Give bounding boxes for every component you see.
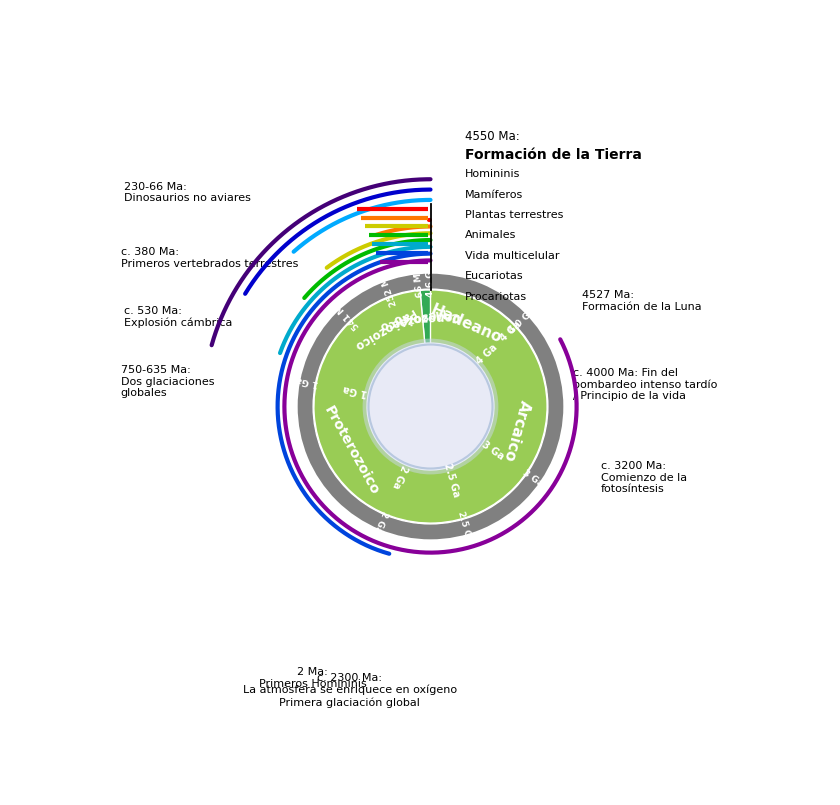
Wedge shape [314, 290, 516, 523]
Text: Eucariotas: Eucariotas [465, 271, 523, 282]
Text: 541 Ma: 541 Ma [330, 297, 362, 331]
Text: 4527 Ma:
Formación de la Luna: 4527 Ma: Formación de la Luna [582, 291, 702, 312]
Text: Hadeano: Hadeano [428, 302, 504, 346]
Text: Homininis: Homininis [465, 169, 520, 179]
Text: Formación de la Tierra: Formación de la Tierra [465, 148, 642, 163]
Text: 4.6 Ga: 4.6 Ga [426, 265, 435, 297]
Wedge shape [314, 290, 547, 523]
Wedge shape [314, 290, 547, 523]
Wedge shape [297, 274, 564, 539]
Text: c. 530 Ma:
Explosión cámbrica: c. 530 Ma: Explosión cámbrica [123, 306, 232, 328]
Text: 2 Ga: 2 Ga [391, 464, 409, 490]
Text: 1 Ga: 1 Ga [296, 374, 320, 388]
Circle shape [369, 345, 492, 469]
Text: 4 Ga: 4 Ga [474, 342, 499, 366]
Text: c. 2300 Ma:
La atmósfera se enriquece en oxígeno
Primera glaciación global: c. 2300 Ma: La atmósfera se enriquece en… [243, 673, 457, 708]
Text: Procariotas: Procariotas [465, 291, 527, 302]
Text: 252 Ma: 252 Ma [378, 270, 399, 308]
Text: 2.5 Ga: 2.5 Ga [455, 510, 473, 544]
Text: Mamíferos: Mamíferos [465, 189, 522, 200]
Text: c. 3200 Ma:
Comienzo de la
fotosíntesis: c. 3200 Ma: Comienzo de la fotosíntesis [601, 461, 687, 494]
Text: 230-66 Ma:
Dinosaurios no aviares: 230-66 Ma: Dinosaurios no aviares [123, 182, 250, 204]
Text: Animales: Animales [465, 230, 516, 241]
Text: 2 Ga: 2 Ga [372, 510, 389, 534]
Text: Proterozoico: Proterozoico [322, 403, 382, 497]
Wedge shape [352, 290, 547, 518]
Text: Cenozoico: Cenozoico [392, 308, 460, 324]
Text: 4.0 Ga: 4.0 Ga [507, 307, 537, 335]
Text: 66 Ma: 66 Ma [413, 266, 425, 297]
Text: Mesozoico: Mesozoico [376, 305, 446, 332]
Wedge shape [314, 290, 547, 523]
Text: c. 380 Ma:
Primeros vertebrados terrestres: c. 380 Ma: Primeros vertebrados terrestr… [121, 247, 298, 269]
Wedge shape [314, 290, 547, 523]
Text: 2 Ma:
Primeros Homininis: 2 Ma: Primeros Homininis [259, 667, 366, 688]
Text: 750-635 Ma:
Dos glaciaciones
globales: 750-635 Ma: Dos glaciaciones globales [121, 365, 214, 398]
Text: 3 Ga: 3 Ga [480, 440, 507, 462]
Text: 4 Ga: 4 Ga [499, 319, 524, 343]
Text: Paleozoico: Paleozoico [350, 306, 417, 353]
Text: 4550 Ma:: 4550 Ma: [465, 130, 519, 143]
Text: Plantas terrestres: Plantas terrestres [465, 210, 563, 220]
Text: 3 Ga: 3 Ga [521, 469, 545, 489]
Text: Arcaico: Arcaico [501, 398, 533, 463]
Text: 2.5 Ga: 2.5 Ga [442, 462, 461, 498]
Wedge shape [363, 339, 498, 474]
Text: Vida multicelular: Vida multicelular [465, 251, 559, 261]
Text: c. 4000 Ma: Fin del
bombardeo intenso tardío
/ Principio de la vida: c. 4000 Ma: Fin del bombardeo intenso ta… [573, 368, 717, 402]
Text: 1 Ga: 1 Ga [342, 383, 369, 398]
